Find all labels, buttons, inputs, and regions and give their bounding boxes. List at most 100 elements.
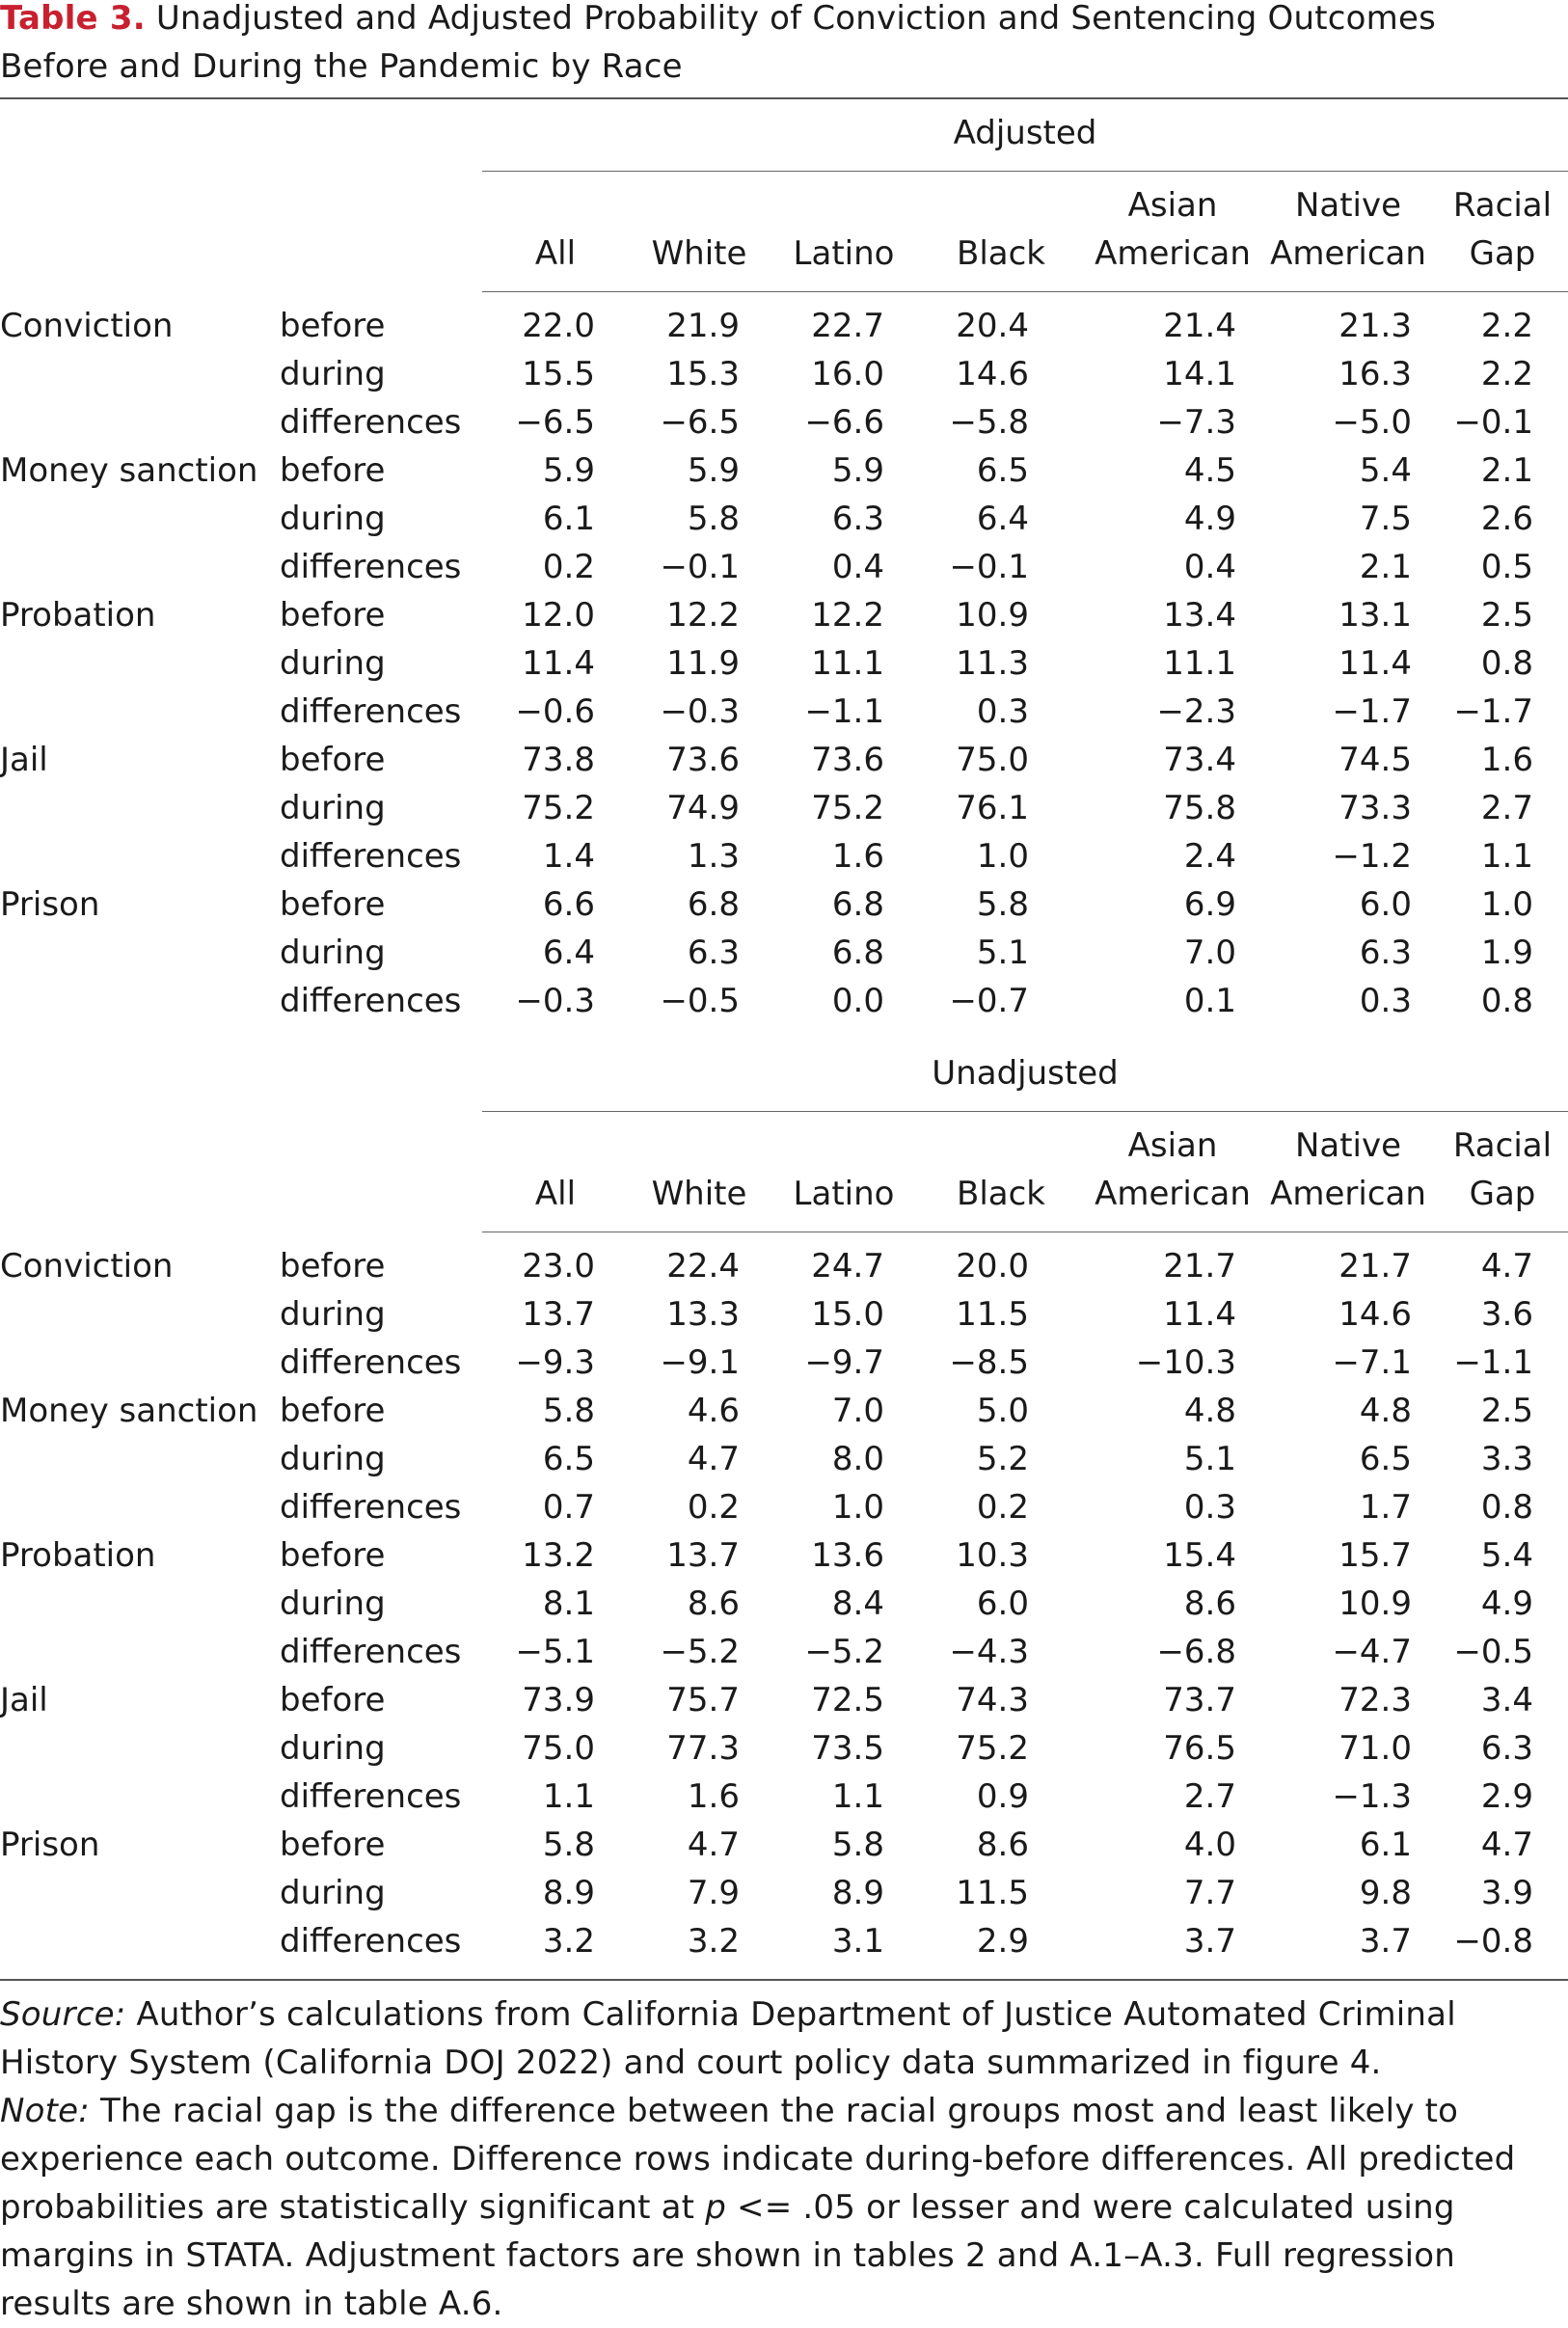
note-p-symbol: p	[705, 2188, 727, 2227]
table-cell: 4.9	[1183, 500, 1236, 538]
column-header-line2: Gap	[1469, 234, 1536, 273]
column-header-line1: Native	[1294, 186, 1402, 225]
table-cell: 75.7	[666, 1681, 740, 1719]
table-cell: 6.8	[687, 885, 740, 924]
panel-title-rule	[482, 1111, 1568, 1112]
row-group-label: Probation	[0, 596, 156, 635]
table-cell: 7.9	[687, 1874, 740, 1912]
table-cell: −1.1	[804, 692, 884, 731]
table-cell: 6.3	[831, 500, 884, 538]
table-cell: 73.6	[811, 741, 884, 779]
table-cell: −7.1	[1332, 1343, 1412, 1382]
column-header-line2: Latino	[793, 1175, 895, 1213]
row-period-label: differences	[280, 548, 462, 586]
note-text-1: The racial gap is the difference between…	[0, 2092, 1516, 2227]
table-cell: 5.4	[1480, 1536, 1533, 1575]
table-cell: 0.2	[542, 548, 595, 586]
row-period-label: before	[280, 741, 386, 779]
table-cell: 3.6	[1480, 1295, 1533, 1334]
table-cell: −1.7	[1332, 692, 1412, 731]
column-header-line1: Asian	[1127, 1126, 1218, 1165]
row-group-label: Conviction	[0, 1247, 174, 1286]
table-cell: 4.7	[687, 1440, 740, 1478]
table-cell: −4.7	[1332, 1633, 1412, 1671]
table-cell: 7.0	[831, 1392, 884, 1430]
row-group-label: Prison	[0, 885, 100, 924]
table-cell: 3.2	[687, 1922, 740, 1961]
bottom-rule	[0, 1979, 1568, 1981]
table-cell: 74.5	[1338, 741, 1412, 779]
table-cell: −5.2	[660, 1633, 740, 1671]
table-cell: −0.3	[515, 982, 595, 1020]
table-cell: 1.0	[1480, 885, 1533, 924]
table-cell: 2.1	[1359, 548, 1412, 586]
table-cell: 24.7	[811, 1247, 884, 1286]
row-period-label: before	[280, 885, 386, 924]
table-cell: 8.4	[831, 1584, 884, 1623]
table-title: Unadjusted and Adjusted Probability of C…	[0, 0, 1436, 86]
table-cell: 21.7	[1163, 1247, 1236, 1286]
table-cell: 8.0	[831, 1440, 884, 1478]
row-group-label: Probation	[0, 1536, 156, 1575]
row-period-label: during	[280, 1295, 386, 1334]
column-header-line1: Racial	[1452, 1126, 1553, 1165]
row-period-label: during	[280, 1584, 386, 1623]
table-number: Table 3.	[0, 0, 146, 38]
row-period-label: differences	[280, 1777, 462, 1816]
column-header-line1: Native	[1294, 1126, 1402, 1165]
table-cell: 6.5	[1359, 1440, 1412, 1478]
table-cell: −0.1	[949, 548, 1029, 586]
row-period-label: differences	[280, 1633, 462, 1671]
table-cell: 22.0	[522, 307, 595, 345]
table-cell: 6.0	[976, 1584, 1029, 1623]
table-cell: 21.7	[1338, 1247, 1412, 1286]
row-group-label: Jail	[0, 741, 48, 779]
table-cell: 6.4	[976, 500, 1029, 538]
table-cell: 75.0	[522, 1729, 595, 1768]
table-cell: 7.7	[1183, 1874, 1236, 1912]
table-cell: 8.6	[687, 1584, 740, 1623]
table-cell: 76.5	[1163, 1729, 1236, 1768]
table-cell: 5.0	[976, 1392, 1029, 1430]
table-cell: 6.1	[1359, 1826, 1412, 1864]
table-cell: 3.3	[1480, 1440, 1533, 1478]
row-period-label: before	[280, 1392, 386, 1430]
table-cell: 1.1	[831, 1777, 884, 1816]
table-cell: 0.7	[542, 1488, 595, 1527]
column-header-line2: White	[651, 1175, 747, 1213]
table-cell: 0.9	[976, 1777, 1029, 1816]
column-header-line2: American	[1270, 234, 1426, 273]
table-cell: 75.0	[956, 741, 1029, 779]
table-cell: 1.6	[1480, 741, 1533, 779]
table-cell: 15.5	[522, 355, 595, 393]
source-note: Source: Author’s calculations from Calif…	[0, 1990, 1543, 2087]
table-cell: 2.2	[1480, 355, 1533, 393]
table-cell: 0.3	[976, 692, 1029, 731]
table-cell: 15.7	[1338, 1536, 1412, 1575]
table-cell: 1.0	[831, 1488, 884, 1527]
table-cell: 3.7	[1359, 1922, 1412, 1961]
table-cell: 16.3	[1338, 355, 1412, 393]
table-cell: −0.5	[1453, 1633, 1533, 1671]
table-cell: 6.1	[542, 500, 595, 538]
table-cell: 75.2	[522, 789, 595, 827]
table-cell: 3.1	[831, 1922, 884, 1961]
row-period-label: before	[280, 307, 386, 345]
table-cell: 0.3	[1359, 982, 1412, 1020]
table-cell: 0.4	[1183, 548, 1236, 586]
source-text: Author’s calculations from California De…	[0, 1995, 1456, 2082]
table-cell: −0.1	[1453, 403, 1533, 442]
table-cell: −10.3	[1135, 1343, 1236, 1382]
table-cell: 75.2	[811, 789, 884, 827]
table-cell: 74.9	[666, 789, 740, 827]
table-cell: 6.8	[831, 934, 884, 972]
table-cell: 73.4	[1163, 741, 1236, 779]
table-cell: 2.7	[1480, 789, 1533, 827]
table-cell: 14.6	[956, 355, 1029, 393]
table-cell: 8.6	[1183, 1584, 1236, 1623]
column-header-line2: American	[1270, 1175, 1426, 1213]
table-cell: 2.1	[1480, 451, 1533, 490]
table-cell: 22.7	[811, 307, 884, 345]
row-period-label: during	[280, 1729, 386, 1768]
